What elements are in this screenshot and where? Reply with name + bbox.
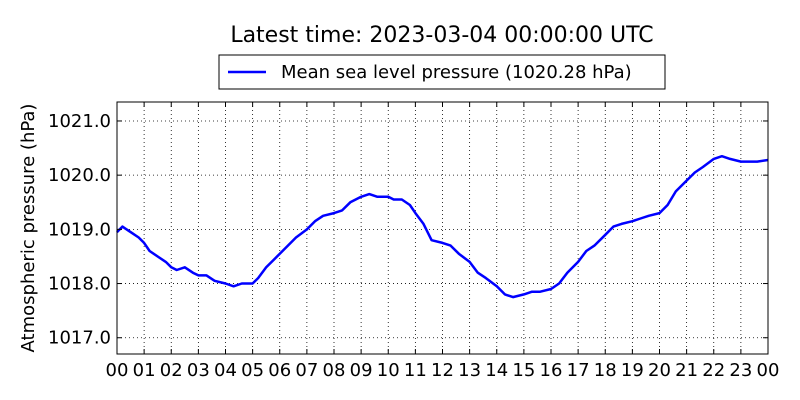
series-line-mean-sea-level-pressure xyxy=(116,154,769,299)
x-tick-label: 22 xyxy=(702,360,725,381)
x-tick-label: 08 xyxy=(323,360,346,381)
x-tick-label: 05 xyxy=(241,360,264,381)
x-tick-label: 12 xyxy=(431,360,454,381)
y-tick-label: 1021.0 xyxy=(48,111,111,132)
x-tick-label: 03 xyxy=(187,360,210,381)
x-tick-label: 04 xyxy=(214,360,237,381)
x-tick-label: 18 xyxy=(594,360,617,381)
x-tick-label: 14 xyxy=(485,360,508,381)
x-tick-label: 13 xyxy=(458,360,481,381)
plot-frame xyxy=(116,101,769,355)
chart-title: Latest time: 2023-03-04 00:00:00 UTC xyxy=(230,23,653,48)
x-tick-label: 17 xyxy=(567,360,590,381)
legend-box xyxy=(218,54,666,90)
y-axis-label: Atmospheric pressure (hPa) xyxy=(18,104,39,353)
x-tick-label: 00 xyxy=(757,360,780,381)
y-tick-label: 1018.0 xyxy=(48,274,111,295)
tick-layer xyxy=(116,102,769,354)
x-tick-labels: 00 01 02 03 04 05 06 07 08 09 10 11 12 13 14 15 16 17 18 19… xyxy=(106,360,780,381)
x-tick-label: 11 xyxy=(404,360,427,381)
legend-label: Mean sea level pressure (1020.28 hPa) xyxy=(281,62,632,83)
x-tick-label: 07 xyxy=(295,360,318,381)
x-tick-label: 19 xyxy=(621,360,644,381)
series-layer xyxy=(116,154,769,299)
legend: Mean sea level pressure (1020.28 hPa) xyxy=(218,54,666,90)
y-tick-label: 1019.0 xyxy=(48,219,111,240)
x-tick-label: 01 xyxy=(133,360,156,381)
grid-layer xyxy=(117,102,768,354)
x-tick-label: 02 xyxy=(160,360,183,381)
x-tick-label: 06 xyxy=(268,360,291,381)
x-tick-label: 15 xyxy=(512,360,535,381)
x-tick-label: 10 xyxy=(377,360,400,381)
y-tick-label: 1020.0 xyxy=(48,165,111,186)
x-tick-label: 16 xyxy=(540,360,563,381)
x-tick-label: 09 xyxy=(350,360,373,381)
x-tick-label: 00 xyxy=(106,360,129,381)
y-tick-label: 1017.0 xyxy=(48,328,111,349)
x-tick-label: 21 xyxy=(675,360,698,381)
x-tick-label: 20 xyxy=(648,360,671,381)
x-tick-label: 23 xyxy=(729,360,752,381)
y-tick-labels: 1017.0 1018.0 1019.0 1020.0 1021.0 xyxy=(48,111,111,349)
